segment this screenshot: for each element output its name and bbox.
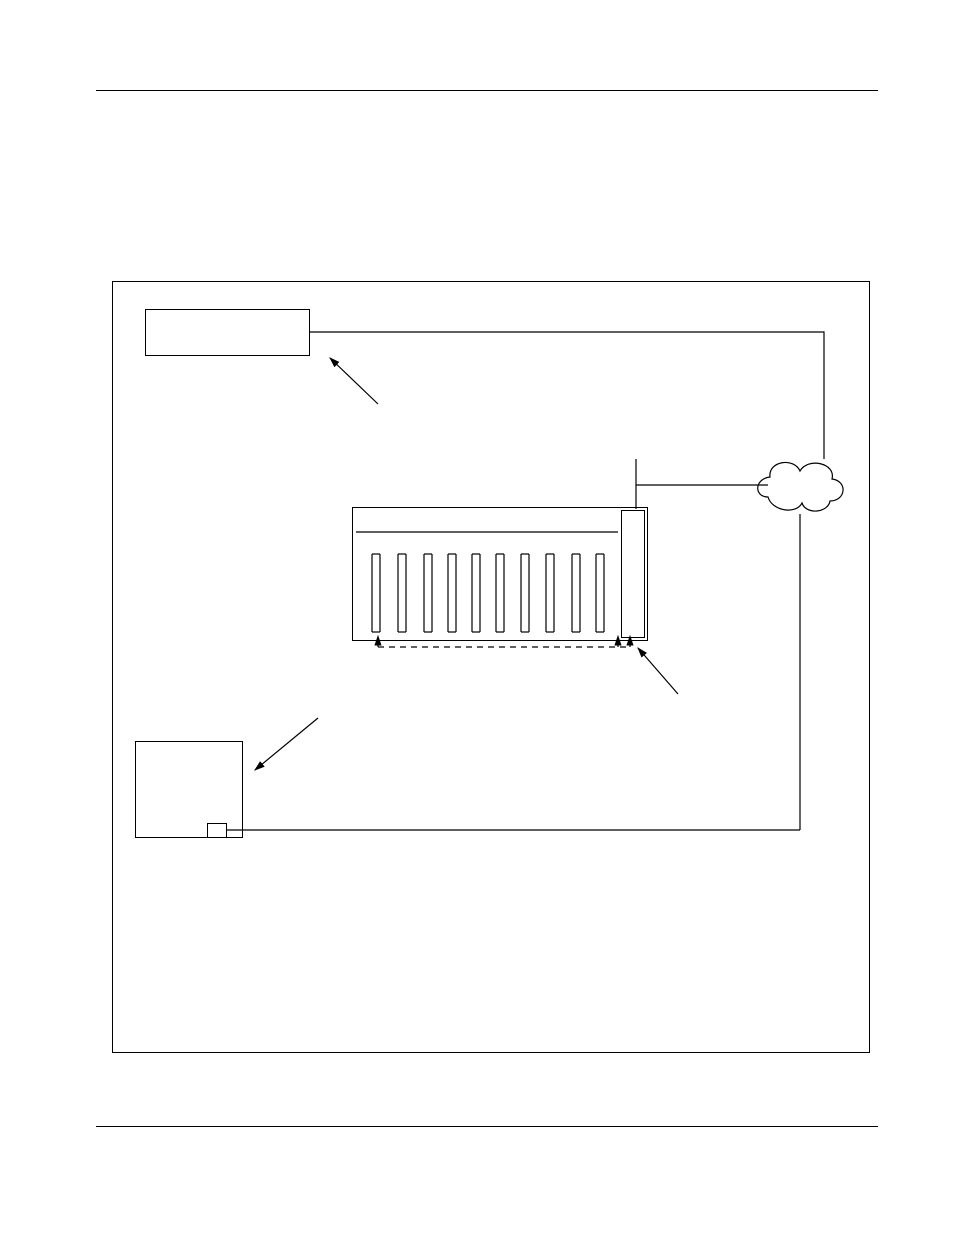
- top-rule: [96, 90, 878, 91]
- node-card-bay: [621, 510, 645, 638]
- node-chassis: [352, 507, 648, 641]
- node-top-box: [145, 309, 310, 356]
- node-left-box-tab: [207, 823, 227, 838]
- bottom-rule: [96, 1126, 878, 1127]
- diagram-frame: [112, 281, 870, 1053]
- page: [0, 0, 954, 1235]
